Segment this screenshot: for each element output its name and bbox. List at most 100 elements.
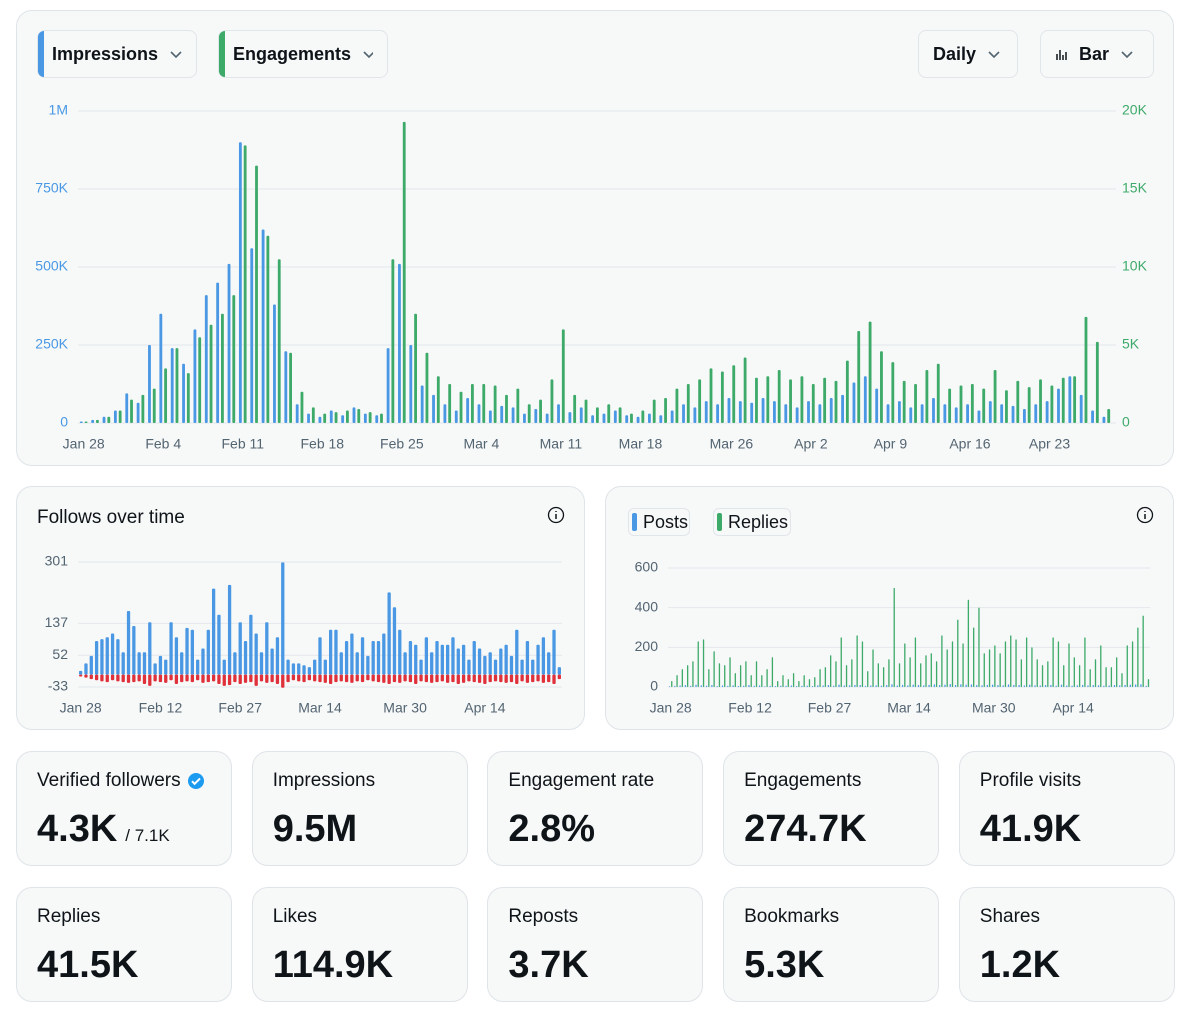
bar bbox=[102, 416, 106, 423]
bar bbox=[141, 394, 145, 423]
bar bbox=[970, 384, 974, 423]
stat-label: Impressions bbox=[273, 770, 375, 792]
bar bbox=[153, 663, 157, 675]
bar bbox=[1005, 390, 1008, 423]
bar bbox=[386, 348, 390, 423]
chart-title: Follows over time bbox=[37, 507, 185, 528]
main-chart-card bbox=[16, 10, 1174, 466]
bar bbox=[297, 674, 301, 682]
x-tick-label: Jan 28 bbox=[63, 436, 105, 452]
legend-item[interactable]: Replies bbox=[713, 508, 791, 536]
info-icon[interactable] bbox=[1136, 506, 1154, 524]
bar bbox=[371, 674, 375, 682]
bar bbox=[817, 685, 819, 687]
stat-card: Likes 114.9K bbox=[251, 887, 468, 1002]
bar bbox=[403, 652, 407, 675]
bar bbox=[170, 348, 174, 423]
bar bbox=[414, 674, 418, 685]
bar bbox=[488, 652, 492, 675]
bar bbox=[851, 659, 853, 687]
stat-card: Shares 1.2K bbox=[958, 887, 1175, 1002]
y2-tick-label: 0 bbox=[1122, 414, 1130, 430]
bar bbox=[923, 685, 925, 687]
bar bbox=[579, 407, 583, 423]
bar bbox=[525, 640, 530, 675]
bar bbox=[1039, 685, 1041, 687]
interval-dropdown[interactable]: Daily bbox=[918, 30, 1018, 78]
bar bbox=[713, 651, 715, 687]
stat-label: Replies bbox=[37, 906, 100, 928]
bar bbox=[1142, 615, 1144, 687]
bar bbox=[1107, 408, 1111, 423]
bar bbox=[695, 684, 697, 687]
bar bbox=[445, 644, 450, 675]
bar bbox=[896, 685, 898, 687]
bar bbox=[824, 667, 827, 687]
stat-value-text: 41.9K bbox=[979, 808, 1082, 850]
bar bbox=[536, 644, 540, 675]
legend-swatch bbox=[717, 513, 722, 531]
bar bbox=[618, 407, 622, 423]
bar bbox=[729, 657, 731, 687]
bar bbox=[1055, 685, 1057, 687]
bar bbox=[243, 145, 247, 423]
bar bbox=[376, 640, 381, 675]
x-tick-label: Mar 14 bbox=[298, 700, 342, 716]
bar bbox=[164, 368, 168, 423]
bar bbox=[79, 670, 83, 675]
bar bbox=[864, 685, 867, 687]
stat-label: Likes bbox=[273, 906, 317, 928]
bar bbox=[743, 685, 745, 687]
bar bbox=[1020, 659, 1023, 687]
y-tick-label: 750K bbox=[35, 180, 68, 196]
x-tick-label: Mar 4 bbox=[463, 436, 499, 452]
bar bbox=[1068, 643, 1070, 687]
bar bbox=[472, 640, 476, 675]
bar bbox=[307, 667, 312, 675]
bar bbox=[755, 377, 758, 423]
bar bbox=[509, 655, 514, 675]
bar bbox=[100, 674, 104, 682]
x-tick-label: Feb 25 bbox=[380, 436, 424, 452]
bar bbox=[186, 373, 190, 423]
bar bbox=[275, 674, 280, 685]
stat-value: 114.9K bbox=[273, 944, 393, 987]
bar bbox=[451, 637, 455, 675]
bar bbox=[1057, 388, 1060, 423]
metric-dropdown[interactable]: Impressions bbox=[37, 30, 197, 78]
bar bbox=[960, 684, 962, 687]
bar bbox=[676, 675, 678, 687]
bar bbox=[523, 413, 526, 423]
metric-dropdown[interactable]: Engagements bbox=[218, 30, 388, 78]
bar bbox=[277, 259, 281, 423]
bar bbox=[1095, 341, 1099, 423]
bar bbox=[79, 674, 83, 677]
bar bbox=[436, 376, 440, 423]
bar bbox=[925, 655, 927, 687]
bar bbox=[737, 686, 740, 687]
bar bbox=[430, 652, 434, 675]
view-dropdown[interactable]: Bar bbox=[1040, 30, 1154, 78]
bar bbox=[1108, 685, 1110, 687]
bar bbox=[891, 362, 895, 423]
bar bbox=[206, 629, 210, 675]
bar bbox=[807, 401, 810, 423]
legend-item[interactable]: Posts bbox=[628, 508, 690, 536]
bar bbox=[1147, 679, 1150, 687]
y-tick-label: 52 bbox=[52, 646, 68, 662]
bar bbox=[403, 674, 407, 682]
info-icon[interactable] bbox=[547, 506, 565, 524]
stat-value-text: 4.3K bbox=[37, 808, 118, 850]
bar bbox=[318, 637, 322, 675]
bar bbox=[888, 659, 890, 687]
bar bbox=[976, 685, 978, 687]
bar bbox=[724, 665, 726, 687]
bar bbox=[339, 674, 343, 682]
bar bbox=[180, 652, 184, 675]
bar bbox=[909, 657, 911, 687]
bar bbox=[944, 684, 946, 687]
bar bbox=[833, 685, 835, 687]
bar bbox=[391, 259, 395, 423]
bar bbox=[334, 412, 338, 423]
bar bbox=[1063, 665, 1065, 687]
